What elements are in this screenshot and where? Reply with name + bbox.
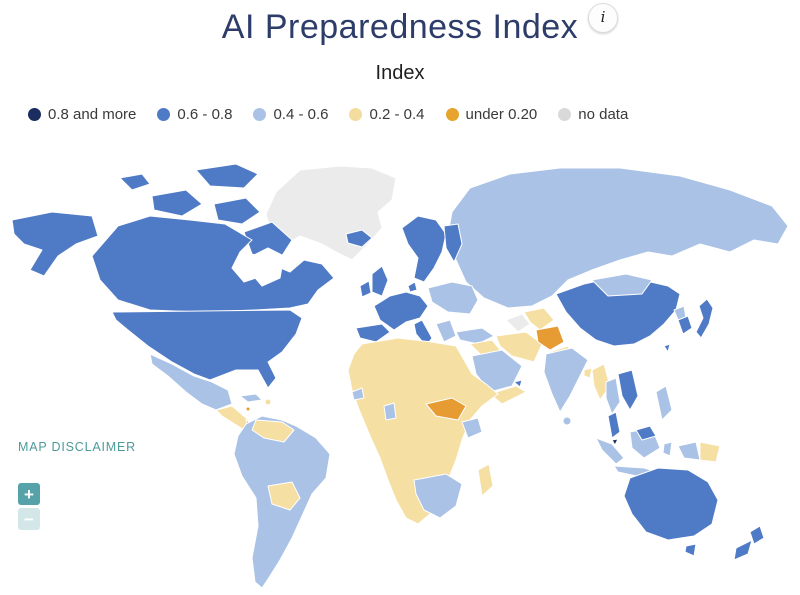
region-vietnam-laos[interactable]	[617, 369, 639, 411]
region-eastern-europe[interactable]	[427, 281, 479, 315]
region-india[interactable]	[543, 347, 589, 413]
region-new-zealand-north[interactable]	[749, 525, 765, 545]
map-disclaimer-link[interactable]: MAP DISCLAIMER	[18, 440, 136, 454]
region-united-kingdom[interactable]	[371, 265, 389, 297]
legend-item-no-data: no data	[558, 106, 628, 123]
region-cuba[interactable]	[239, 393, 263, 403]
legend-swatch-orange	[445, 108, 459, 121]
region-kenya[interactable]	[461, 417, 483, 439]
legend-label: 0.8 and more	[48, 106, 137, 123]
legend-swatch-gray	[558, 108, 572, 121]
region-denmark[interactable]	[407, 281, 418, 293]
region-west-papua[interactable]	[677, 441, 701, 461]
region-baffin-island[interactable]	[243, 221, 293, 263]
region-balkans[interactable]	[435, 319, 457, 343]
region-philippines[interactable]	[655, 385, 673, 421]
world-choropleth-map[interactable]	[0, 148, 800, 595]
region-turkmenistan[interactable]	[505, 313, 531, 333]
region-arctic-islands[interactable]	[213, 197, 261, 225]
region-australia[interactable]	[623, 467, 719, 541]
region-senegal[interactable]	[351, 387, 365, 401]
legend-item-04-06: 0.4 - 0.6	[253, 106, 328, 123]
region-new-zealand-south[interactable]	[733, 539, 753, 561]
region-western-europe[interactable]	[373, 291, 429, 331]
region-japan[interactable]	[695, 298, 714, 339]
region-jamaica[interactable]	[245, 406, 251, 412]
region-singapore[interactable]	[611, 438, 619, 446]
info-icon[interactable]: i	[588, 3, 618, 33]
region-taiwan[interactable]	[663, 343, 671, 353]
region-tasmania[interactable]	[684, 543, 697, 557]
region-borneo-malaysia[interactable]	[635, 425, 657, 441]
legend-swatch-navy	[28, 108, 41, 121]
region-arctic-islands[interactable]	[195, 163, 259, 189]
region-arctic-islands[interactable]	[119, 173, 151, 191]
region-turkey[interactable]	[455, 327, 495, 345]
legend-label: 0.4 - 0.6	[273, 106, 329, 123]
region-iran[interactable]	[495, 331, 543, 363]
region-madagascar[interactable]	[477, 463, 494, 497]
region-venezuela[interactable]	[251, 419, 295, 443]
region-russia[interactable]	[447, 167, 789, 309]
region-yemen-oman[interactable]	[489, 385, 527, 405]
legend-swatch-yellow	[349, 108, 363, 121]
legend-item-08-and-more: 0.8 and more	[28, 106, 136, 123]
region-arctic-islands[interactable]	[151, 189, 203, 217]
region-iceland[interactable]	[345, 229, 373, 248]
region-uae[interactable]	[513, 379, 523, 388]
region-saudi-arabia[interactable]	[471, 349, 523, 393]
region-alaska[interactable]	[11, 211, 99, 277]
region-bolivia[interactable]	[267, 481, 301, 511]
legend-item-06-08: 0.6 - 0.8	[157, 106, 232, 123]
legend-item-02-04: 0.2 - 0.4	[349, 106, 425, 123]
region-sumatra[interactable]	[595, 437, 625, 465]
region-uzbekistan[interactable]	[523, 307, 555, 331]
region-sulawesi[interactable]	[662, 441, 673, 457]
region-bangladesh[interactable]	[583, 367, 593, 379]
region-malay-peninsula[interactable]	[607, 411, 621, 439]
legend-label: no data	[578, 106, 629, 123]
legend-label: 0.2 - 0.4	[369, 106, 425, 123]
page-subtitle: Index	[375, 62, 425, 84]
region-papua-new-guinea[interactable]	[699, 441, 721, 463]
region-southern-africa[interactable]	[413, 473, 463, 519]
region-norway-sweden[interactable]	[401, 215, 447, 283]
region-afghanistan[interactable]	[535, 325, 565, 351]
legend-label: 0.6 - 0.8	[177, 106, 233, 123]
region-ireland[interactable]	[359, 280, 372, 298]
region-mexico[interactable]	[149, 353, 233, 411]
region-finland[interactable]	[443, 223, 463, 263]
legend-swatch-light-blue	[253, 108, 267, 121]
region-south-korea[interactable]	[677, 315, 693, 335]
region-usa[interactable]	[111, 309, 303, 389]
region-mongolia[interactable]	[591, 273, 653, 297]
legend: 0.8 and more 0.6 - 0.8 0.4 - 0.6 0.2 - 0…	[28, 106, 628, 123]
region-hispaniola[interactable]	[264, 398, 272, 406]
legend-item-under-020: under 0.20	[445, 106, 538, 123]
zoom-out-button[interactable]: −	[18, 508, 40, 530]
page-title: AI Preparedness Index	[221, 8, 579, 46]
region-car-south-sudan[interactable]	[425, 397, 467, 421]
legend-label: under 0.20	[465, 106, 538, 123]
region-sri-lanka[interactable]	[562, 416, 572, 426]
map-zoom-controls: + −	[18, 483, 40, 533]
region-ghana[interactable]	[383, 402, 397, 421]
region-iberia[interactable]	[355, 323, 391, 343]
legend-swatch-blue	[157, 108, 171, 121]
hudson-bay-water	[249, 247, 285, 287]
zoom-in-button[interactable]: +	[18, 483, 40, 505]
region-thailand[interactable]	[605, 377, 621, 415]
